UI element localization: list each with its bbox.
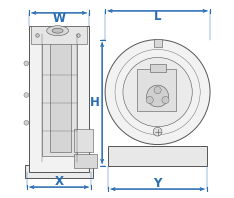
Text: H: H xyxy=(90,96,100,109)
Text: L: L xyxy=(154,10,161,23)
Bar xyxy=(74,129,93,152)
Circle shape xyxy=(24,120,29,125)
Text: Y: Y xyxy=(154,177,162,190)
Circle shape xyxy=(147,85,168,107)
Bar xyxy=(137,69,176,111)
Bar xyxy=(25,165,93,178)
Ellipse shape xyxy=(52,28,63,33)
Text: W: W xyxy=(53,12,66,25)
Bar xyxy=(31,26,87,44)
Bar xyxy=(154,39,161,47)
Circle shape xyxy=(146,96,153,104)
Circle shape xyxy=(154,87,161,94)
Circle shape xyxy=(162,96,169,104)
Circle shape xyxy=(24,93,29,97)
Bar xyxy=(29,26,89,172)
Circle shape xyxy=(153,127,162,136)
Bar xyxy=(50,38,71,152)
Circle shape xyxy=(24,61,29,66)
Bar xyxy=(74,154,97,168)
Bar xyxy=(108,146,207,166)
Circle shape xyxy=(123,57,192,127)
Bar xyxy=(42,34,77,156)
Ellipse shape xyxy=(47,26,69,36)
Bar xyxy=(150,64,165,72)
Text: X: X xyxy=(55,175,64,188)
Circle shape xyxy=(105,40,210,145)
